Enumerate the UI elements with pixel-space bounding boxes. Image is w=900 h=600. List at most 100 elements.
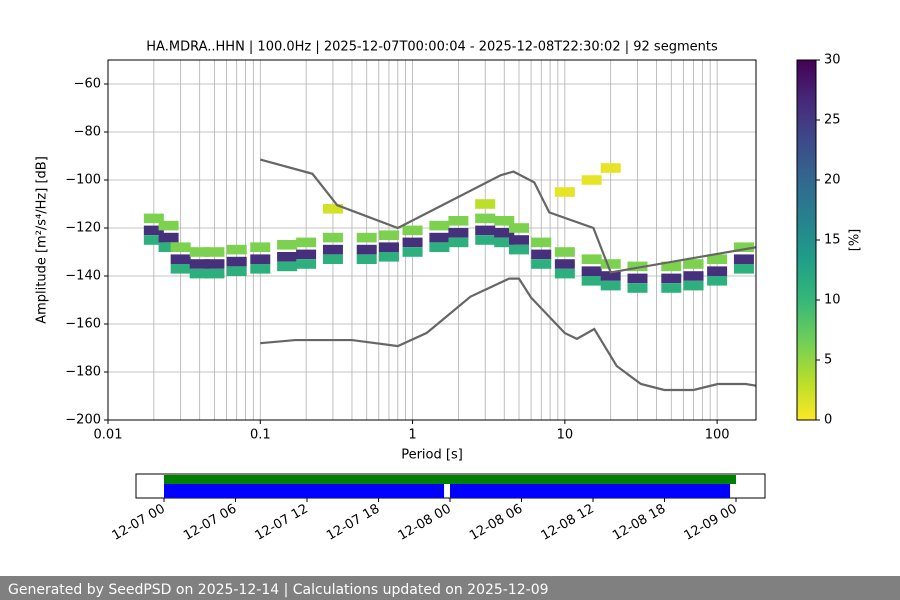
- time-tick-label: 12-07 12: [253, 502, 311, 544]
- psd-cell: [707, 276, 728, 286]
- psd-cell: [143, 235, 164, 245]
- psd-cell: [581, 276, 602, 286]
- footer-bar: [0, 576, 900, 600]
- psd-cell: [250, 264, 271, 274]
- noise-model-line: [259, 158, 756, 274]
- psd-cell: [581, 254, 602, 264]
- colorbar: [796, 59, 817, 421]
- psd-cell: [158, 232, 179, 243]
- psd-cell: [683, 280, 704, 291]
- psd-cell: [429, 232, 450, 243]
- y-tick-label: −140: [65, 269, 101, 284]
- colorbar-tick-label: 25: [824, 113, 841, 128]
- psd-cell: [600, 271, 621, 281]
- psd-cell: [296, 237, 317, 248]
- y-tick-label: −60: [74, 77, 101, 92]
- time-tick-label: 12-07 18: [324, 502, 382, 544]
- psd-cell: [661, 283, 682, 293]
- psd-cell: [277, 252, 298, 262]
- psd-cells: [143, 158, 756, 392]
- time-tick-label: 12-08 00: [396, 502, 454, 544]
- psd-cell: [448, 228, 469, 238]
- colorbar-tick-label: 10: [824, 293, 841, 308]
- psd-cell: [661, 273, 682, 284]
- plot-frame: [107, 59, 757, 421]
- psd-cell: [531, 259, 552, 269]
- psd-cell: [378, 252, 399, 262]
- psd-cell: [402, 247, 423, 257]
- psd-cell: [494, 237, 515, 248]
- colorbar-label: [%]: [848, 229, 863, 252]
- psd-cell: [204, 259, 225, 269]
- psd-cell: [494, 228, 515, 238]
- psd-cell: [531, 237, 552, 248]
- y-tick-label: −200: [65, 413, 101, 428]
- psd-cell: [600, 259, 621, 269]
- psd-cell: [378, 242, 399, 252]
- psd-cell: [322, 244, 343, 255]
- coverage-segment: [164, 475, 737, 484]
- colorbar-tick-label: 20: [824, 173, 841, 188]
- colorbar-tick-label: 15: [824, 233, 841, 248]
- psd-cell: [322, 232, 343, 243]
- psd-cell: [733, 254, 754, 264]
- psd-cell: [250, 242, 271, 252]
- psd-cell: [448, 216, 469, 226]
- y-axis-label: Amplitude [m²/s⁴/Hz] [dB]: [35, 156, 50, 324]
- psd-cell: [554, 247, 575, 257]
- y-tick-label: −160: [65, 317, 101, 332]
- time-tick-label: 12-09 00: [682, 502, 740, 544]
- psd-cell: [296, 259, 317, 269]
- psd-cell: [277, 261, 298, 272]
- psd-cell: [322, 254, 343, 264]
- colorbar-tick-label: 30: [824, 53, 841, 68]
- psd-cell: [448, 237, 469, 248]
- psd-cell: [733, 264, 754, 274]
- psd-cell: [627, 261, 648, 272]
- psd-cell: [554, 187, 575, 197]
- psd-cell: [226, 256, 247, 267]
- x-tick-label: 100: [705, 428, 730, 443]
- y-tick-label: −120: [65, 221, 101, 236]
- time-tick-label: 12-08 12: [539, 502, 597, 544]
- psd-cell: [661, 261, 682, 272]
- psd-cell: [189, 259, 210, 269]
- psd-cell: [322, 204, 343, 214]
- psd-cell: [707, 266, 728, 276]
- psd-cell: [509, 223, 530, 233]
- x-axis-label: Period [s]: [401, 448, 463, 463]
- chart-title: HA.MDRA..HHN | 100.0Hz | 2025-12-07T00:0…: [146, 40, 718, 55]
- y-tick-label: −100: [65, 173, 101, 188]
- psd-cell: [475, 235, 496, 245]
- psd-cell: [250, 254, 271, 264]
- time-tick-label: 12-07 06: [181, 502, 239, 544]
- psd-cell: [475, 199, 496, 209]
- psd-cell: [509, 244, 530, 255]
- psd-cell: [509, 235, 530, 245]
- psd-cell: [402, 237, 423, 248]
- colorbar-tick-label: 5: [824, 353, 832, 368]
- psd-cell: [296, 249, 317, 260]
- x-tick-label: 0.01: [94, 428, 123, 443]
- noise-model-line: [260, 277, 756, 392]
- psd-cell: [226, 266, 247, 276]
- psd-cell: [531, 249, 552, 260]
- psd-cell: [170, 264, 191, 274]
- psd-cell: [204, 247, 225, 257]
- psd-cell: [158, 242, 179, 252]
- psd-cell: [554, 268, 575, 279]
- psd-cell: [277, 240, 298, 250]
- psd-cell: [378, 230, 399, 240]
- psd-cell: [170, 242, 191, 252]
- psd-cell: [581, 266, 602, 276]
- psd-cell: [189, 247, 210, 257]
- psd-cell: [683, 271, 704, 281]
- psd-cell: [356, 232, 377, 243]
- psd-cell: [683, 259, 704, 269]
- psd-cell: [356, 254, 377, 264]
- footer-text: Generated by SeedPSD on 2025-12-14 | Cal…: [8, 582, 549, 598]
- psd-cell: [707, 254, 728, 264]
- x-tick-label: 0.1: [250, 428, 271, 443]
- time-tick-label: 12-08 18: [610, 502, 668, 544]
- psd-cell: [429, 242, 450, 252]
